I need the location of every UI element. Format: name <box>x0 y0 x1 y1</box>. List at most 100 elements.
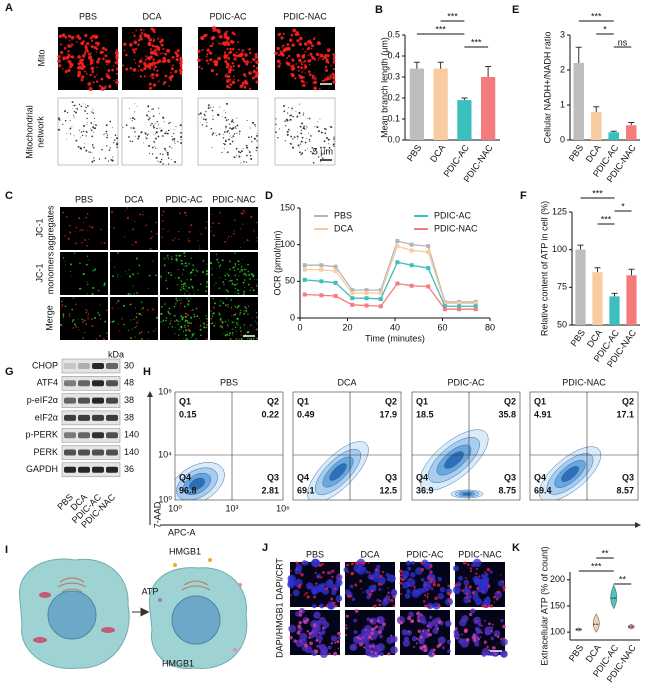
blot-band <box>64 363 76 369</box>
stain-dot <box>86 229 88 231</box>
stain-dot <box>182 273 184 276</box>
stain-dot <box>190 322 192 325</box>
stain-dot <box>78 318 79 320</box>
stain-dot <box>250 136 253 138</box>
stain-dot <box>91 226 94 229</box>
stain-dot <box>333 141 335 142</box>
stain-dot <box>303 127 305 129</box>
stain-dot <box>180 136 182 139</box>
stain-dot <box>162 163 164 165</box>
stain-dot <box>238 338 240 340</box>
plot-title: PBS <box>220 377 238 387</box>
stain-dot <box>331 589 337 596</box>
stain-dot <box>301 56 304 59</box>
stain-dot <box>256 322 258 324</box>
stain-dot <box>437 604 441 608</box>
stain-dot <box>80 147 83 150</box>
stain-dot <box>83 51 86 53</box>
stain-dot <box>236 322 238 324</box>
stain-dot <box>489 570 493 574</box>
stain-dot <box>474 641 480 647</box>
stain-dot <box>218 133 221 136</box>
stain-dot <box>376 619 380 623</box>
protein-label: PERK <box>33 447 58 457</box>
stain-dot <box>251 274 253 276</box>
stain-dot <box>182 283 185 286</box>
stain-dot <box>137 319 139 321</box>
stain-dot <box>468 600 471 603</box>
column-label: PBS <box>75 194 93 204</box>
error-bar <box>485 66 492 77</box>
stain-dot <box>112 275 114 277</box>
stain-dot <box>186 322 189 324</box>
stain-dot <box>167 310 169 313</box>
y-tick-label: 50 <box>285 276 295 286</box>
stain-dot <box>436 583 441 587</box>
stain-dot <box>173 305 176 308</box>
stain-dot <box>376 564 381 569</box>
plot-frame <box>292 391 402 501</box>
stain-dot <box>75 303 77 306</box>
stain-dot <box>305 582 314 590</box>
stain-dot <box>75 242 78 245</box>
y-tick-label: 0.5 <box>387 29 400 39</box>
stain-dot <box>234 125 237 128</box>
stain-dot <box>92 112 95 114</box>
stain-dot <box>233 57 237 61</box>
stain-dot <box>187 328 190 331</box>
panel-letter: D <box>265 190 273 202</box>
stain-dot <box>182 287 184 289</box>
stain-dot <box>153 38 156 41</box>
stain-dot <box>253 137 256 140</box>
stain-dot <box>216 28 219 31</box>
stain-dot <box>233 232 235 235</box>
stain-dot <box>166 254 169 257</box>
stain-dot <box>256 70 258 73</box>
stain-dot <box>204 118 207 121</box>
stain-dot <box>282 104 285 107</box>
error-bar <box>593 106 600 112</box>
stain-dot <box>150 230 153 233</box>
stain-dot <box>236 132 238 134</box>
stain-dot <box>153 77 155 79</box>
stain-dot <box>106 133 108 135</box>
stain-dot <box>88 239 90 241</box>
stain-dot <box>161 52 164 55</box>
stain-dot <box>115 303 117 305</box>
stain-dot <box>152 108 154 110</box>
stain-dot <box>167 272 170 274</box>
stain-dot <box>254 279 255 281</box>
stain-dot <box>300 62 304 66</box>
stain-dot <box>220 327 221 328</box>
stain-dot <box>426 628 430 632</box>
plot-frame <box>174 391 284 501</box>
stain-dot <box>494 652 497 656</box>
quadrant-name: Q2 <box>504 396 516 406</box>
stain-dot <box>313 76 317 80</box>
stain-dot <box>274 51 278 55</box>
y-tick-label: 75 <box>557 282 567 292</box>
stain-dot <box>69 127 72 130</box>
stain-dot <box>94 268 97 271</box>
stain-dot <box>456 637 459 640</box>
stain-dot <box>213 234 215 237</box>
stain-dot <box>133 111 135 113</box>
stain-dot <box>399 581 403 585</box>
stain-dot <box>69 315 71 317</box>
stain-dot <box>184 255 186 257</box>
stain-dot <box>107 160 110 162</box>
stain-dot <box>134 307 136 309</box>
stain-dot <box>222 281 225 284</box>
stain-dot <box>307 148 308 149</box>
stain-dot <box>378 587 382 592</box>
stain-dot <box>156 330 158 332</box>
stain-dot <box>104 133 106 135</box>
stain-dot <box>75 226 78 229</box>
stain-dot <box>242 148 244 150</box>
stain-dot <box>169 322 171 325</box>
quadrant-value: 4.91 <box>534 409 552 419</box>
stain-dot <box>84 332 86 334</box>
x-tick-label: 0 <box>297 322 302 332</box>
stain-dot <box>132 273 134 276</box>
stain-dot <box>143 142 144 144</box>
